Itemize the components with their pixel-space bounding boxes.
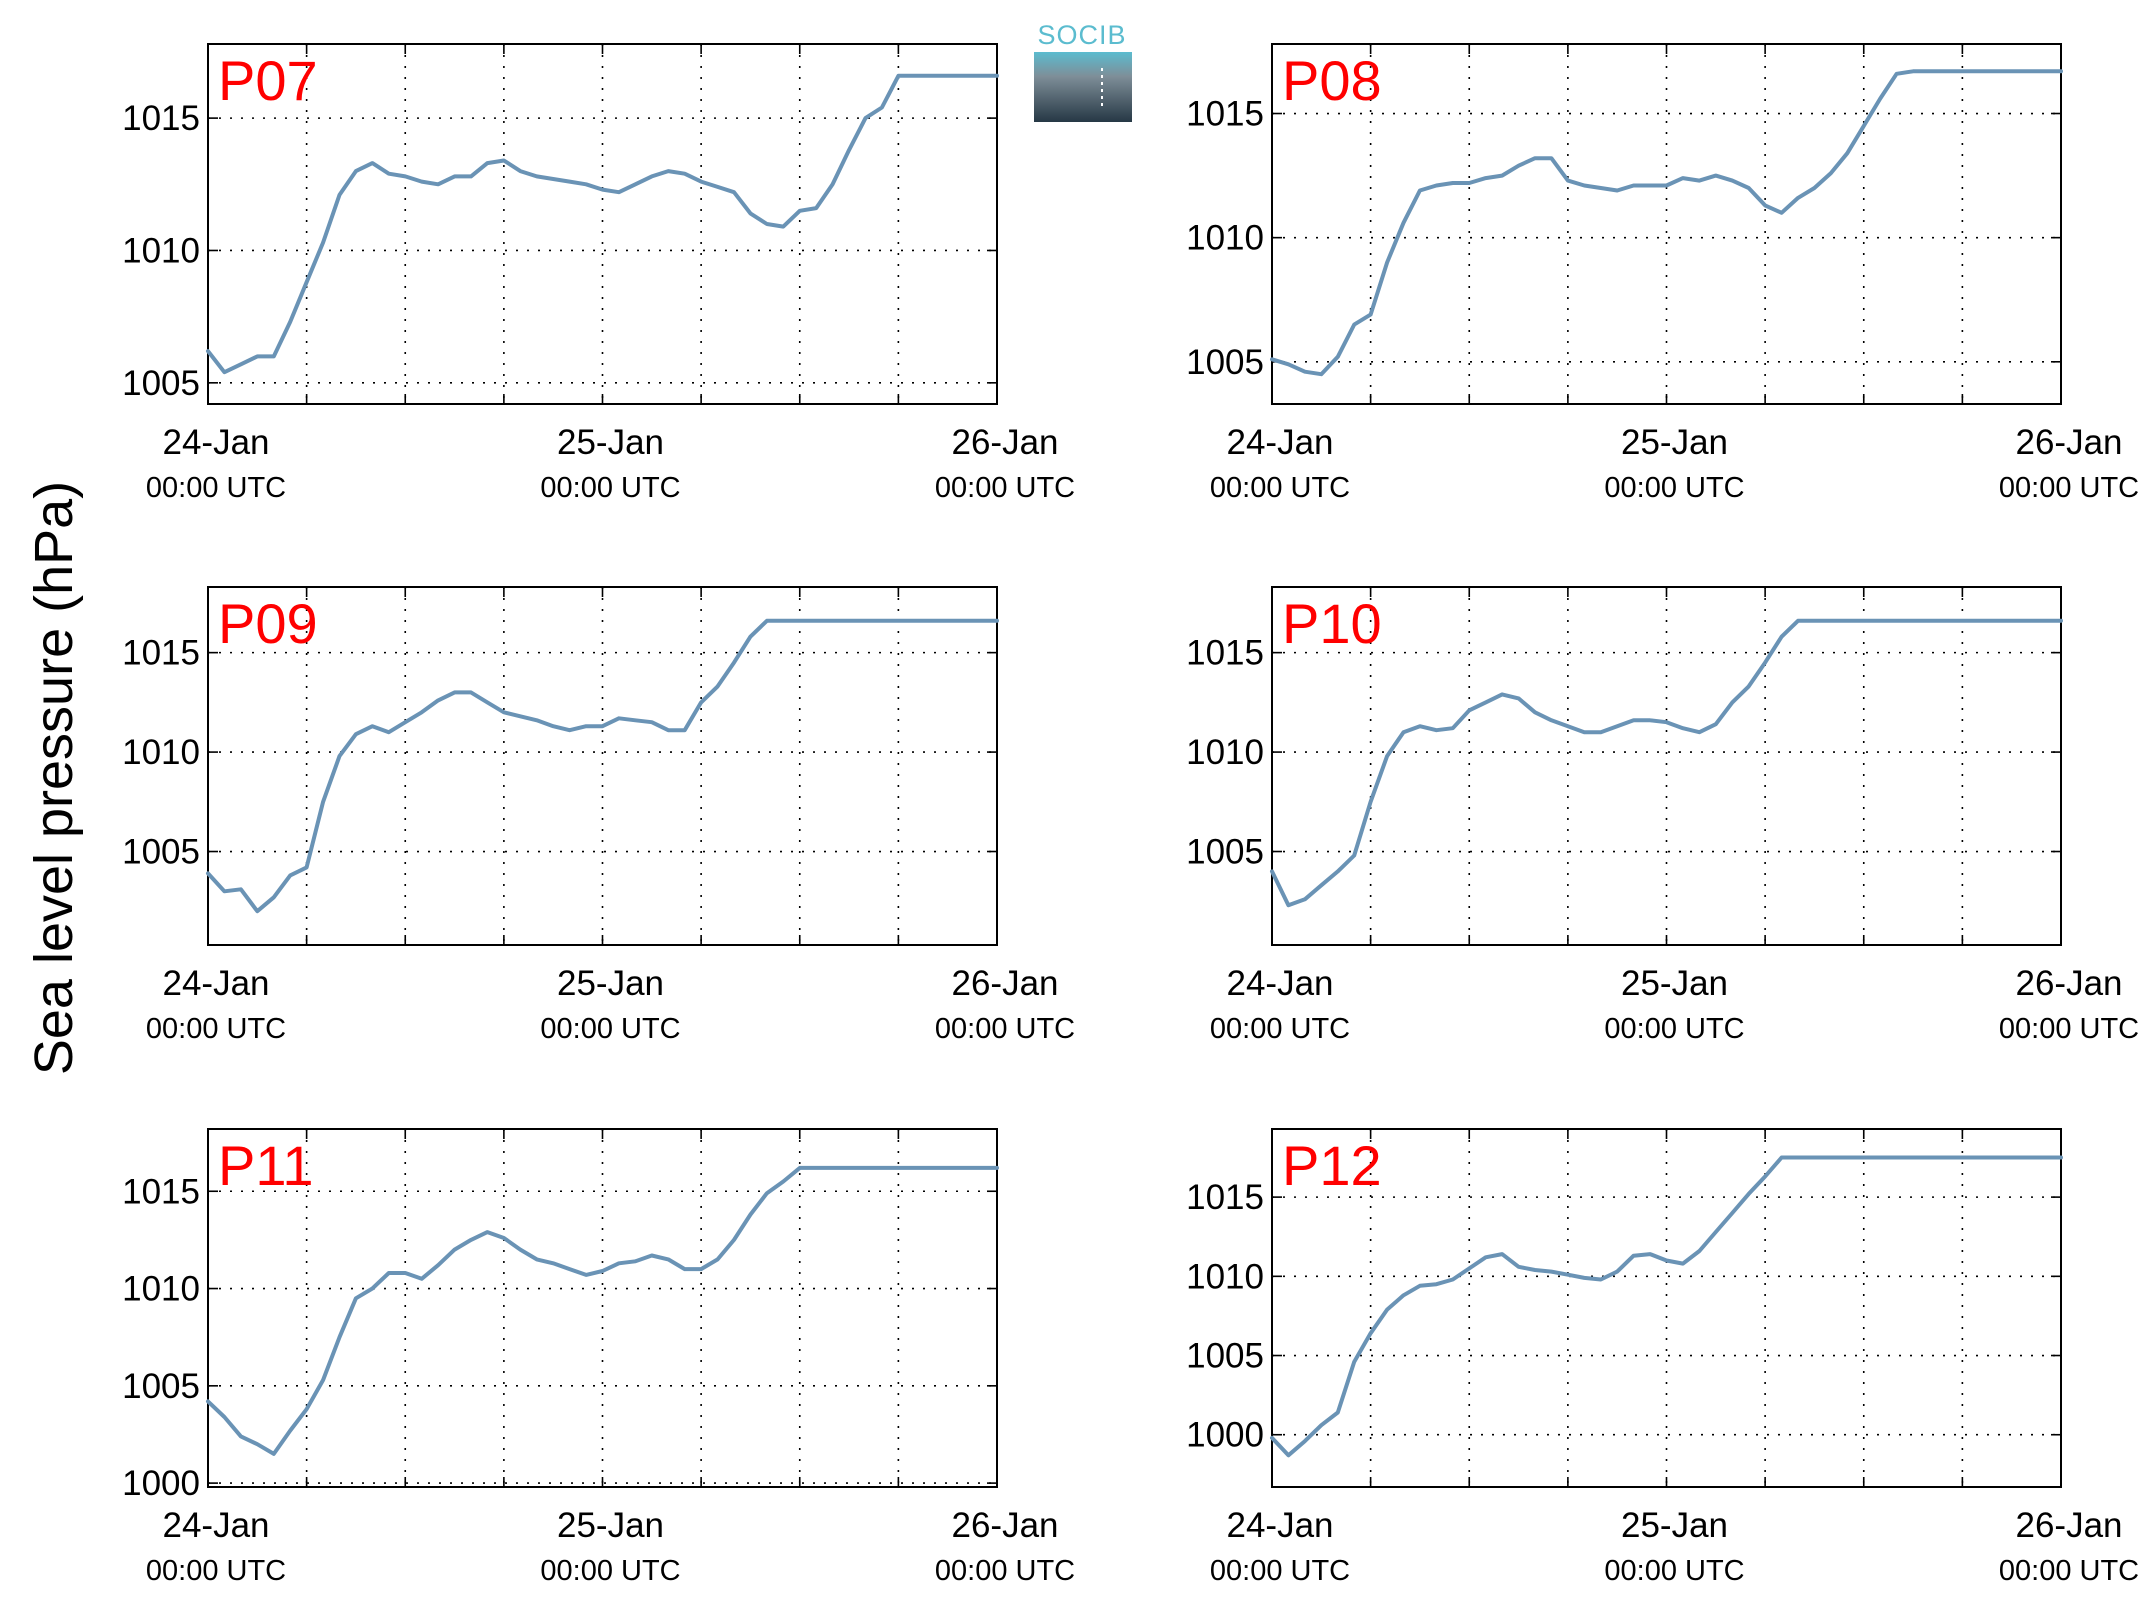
panel-label: P11 [218, 1134, 313, 1197]
y-tick-label: 1005 [122, 1367, 200, 1406]
y-tick-label: 1015 [122, 1172, 200, 1211]
x-tick-sublabel: 00:00 UTC [935, 1555, 1075, 1587]
pressure-series-line [1270, 69, 2063, 377]
x-tick-label: 26-Jan [951, 964, 1058, 1003]
x-tick-sublabel: 00:00 UTC [146, 1013, 286, 1045]
x-tick-label: 26-Jan [951, 423, 1058, 462]
x-tick-sublabel: 00:00 UTC [540, 1555, 680, 1587]
chart-panel-p10: 1005 1010 1015 24-Jan 00:00 UTC 25-Jan 00:00 U… [1186, 586, 2138, 1045]
y-tick-label: 1010 [1186, 733, 1264, 772]
x-tick-sublabel: 00:00 UTC [146, 1555, 286, 1587]
x-tick-sublabel: 00:00 UTC [540, 472, 680, 504]
plot-frame [207, 1128, 998, 1488]
y-tick-label: 1015 [1186, 95, 1264, 134]
y-tick-label: 1015 [1186, 634, 1264, 673]
pressure-series-line [206, 618, 999, 914]
plot-frame [1271, 586, 2062, 946]
plot-frame [1271, 43, 2062, 405]
x-tick-sublabel: 00:00 UTC [1604, 472, 1744, 504]
pressure-series-line [206, 1165, 999, 1456]
x-tick-sublabel: 00:00 UTC [540, 1013, 680, 1045]
y-tick-label: 1010 [1186, 1257, 1264, 1296]
pressure-series-line [206, 73, 999, 375]
y-tick-label: 1015 [122, 634, 200, 673]
y-tick-label: 1005 [122, 364, 200, 403]
x-tick-label: 24-Jan [162, 964, 269, 1003]
logo-mark [1034, 52, 1132, 122]
x-tick-sublabel: 00:00 UTC [1210, 1555, 1350, 1587]
chart-panel-p12: 1000 1005 1010 1015 24-Jan 00:00 UTC 25-Jan 00:… [1186, 1128, 2138, 1587]
x-tick-sublabel: 00:00 UTC [935, 1013, 1075, 1045]
panel-label: P12 [1282, 1134, 1382, 1197]
x-tick-label: 25-Jan [1621, 964, 1728, 1003]
logo-text: SOCIB [1037, 20, 1126, 50]
x-tick-sublabel: 00:00 UTC [1999, 1013, 2138, 1045]
y-tick-label: 1005 [1186, 833, 1264, 872]
y-tick-label: 1015 [122, 99, 200, 138]
x-tick-sublabel: 00:00 UTC [1604, 1555, 1744, 1587]
x-tick-sublabel: 00:00 UTC [1210, 472, 1350, 504]
x-tick-label: 24-Jan [162, 423, 269, 462]
y-tick-label: 1010 [122, 1270, 200, 1309]
x-tick-label: 24-Jan [1226, 423, 1333, 462]
x-tick-label: 24-Jan [162, 1506, 269, 1545]
x-tick-label: 24-Jan [1226, 1506, 1333, 1545]
plot-frame [207, 43, 998, 405]
y-tick-label: 1005 [122, 833, 200, 872]
panel-label: P08 [1282, 49, 1382, 112]
x-tick-label: 26-Jan [2015, 964, 2122, 1003]
y-tick-label: 1005 [1186, 1337, 1264, 1376]
y-tick-label: 1010 [1186, 219, 1264, 258]
y-tick-label: 1015 [1186, 1178, 1264, 1217]
x-tick-label: 25-Jan [557, 423, 664, 462]
panel-label: P09 [218, 592, 318, 655]
x-tick-label: 26-Jan [2015, 423, 2122, 462]
x-tick-label: 26-Jan [2015, 1506, 2122, 1545]
x-tick-label: 25-Jan [1621, 423, 1728, 462]
y-tick-label: 1010 [122, 231, 200, 270]
pressure-series-line [1270, 618, 2063, 908]
x-tick-sublabel: 00:00 UTC [1210, 1013, 1350, 1045]
x-tick-label: 25-Jan [1621, 1506, 1728, 1545]
x-tick-sublabel: 00:00 UTC [1999, 472, 2138, 504]
chart-panel-p11: 1000 1005 1010 1015 24-Jan 00:00 UTC 25-Jan 00:… [122, 1128, 1075, 1587]
chart-panel-p09: 1005 1010 1015 24-Jan 00:00 UTC 25-Jan 00:00 U… [122, 586, 1075, 1045]
x-tick-sublabel: 00:00 UTC [146, 472, 286, 504]
y-tick-label: 1010 [122, 733, 200, 772]
chart-panel-p07: 1005 1010 1015 24-Jan 00:00 UTC 25-Jan 00:00 U… [122, 43, 1075, 504]
panel-label: P07 [218, 49, 318, 112]
y-axis-label: Sea level pressure (hPa) [24, 481, 84, 1075]
x-tick-sublabel: 00:00 UTC [1999, 1555, 2138, 1587]
x-tick-label: 26-Jan [951, 1506, 1058, 1545]
y-tick-label: 1005 [1186, 343, 1264, 382]
plot-frame [1271, 1128, 2062, 1488]
panel-label: P10 [1282, 592, 1382, 655]
y-tick-label: 1000 [122, 1464, 200, 1503]
chart-panel-p08: 1005 1010 1015 24-Jan 00:00 UTC 25-Jan 00:00 U… [1186, 43, 2138, 504]
x-tick-label: 25-Jan [557, 964, 664, 1003]
y-tick-label: 1000 [1186, 1416, 1264, 1455]
plot-frame [207, 586, 998, 946]
x-tick-sublabel: 00:00 UTC [1604, 1013, 1744, 1045]
pressure-series-line [1270, 1155, 2063, 1458]
x-tick-label: 24-Jan [1226, 964, 1333, 1003]
x-tick-sublabel: 00:00 UTC [935, 472, 1075, 504]
x-tick-label: 25-Jan [557, 1506, 664, 1545]
socib-logo: SOCIB [1034, 20, 1132, 122]
